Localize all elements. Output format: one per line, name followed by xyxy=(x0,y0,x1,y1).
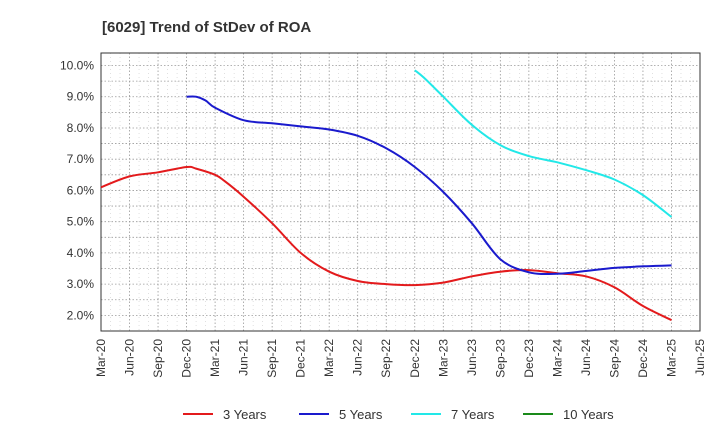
y-tick-label: 10.0% xyxy=(60,58,94,72)
y-tick-label: 3.0% xyxy=(67,277,95,291)
y-tick-label: 5.0% xyxy=(67,215,95,229)
grid xyxy=(100,53,701,331)
x-tick-label: Sep-22 xyxy=(379,339,393,378)
plot-area xyxy=(100,52,701,332)
x-tick-label: Jun-20 xyxy=(123,339,137,376)
x-tick-label: Mar-24 xyxy=(550,339,564,377)
x-tick-label: Jun-23 xyxy=(465,339,479,376)
x-tick-label: Mar-22 xyxy=(322,339,336,377)
x-tick-label: Sep-24 xyxy=(607,339,621,378)
x-tick-label: Sep-21 xyxy=(265,339,279,378)
y-tick-label: 2.0% xyxy=(67,308,95,322)
series-lines xyxy=(100,69,673,321)
x-tick-label: Mar-21 xyxy=(208,339,222,377)
y-tick-label: 8.0% xyxy=(67,121,95,135)
legend-label-3-years: 3 Years xyxy=(223,407,267,422)
x-tick-label: Dec-24 xyxy=(636,339,650,378)
legend-label-5-years: 5 Years xyxy=(339,407,383,422)
y-axis: 2.0% 3.0% 4.0% 5.0% 6.0% 7.0% 8.0% 9.0% 10.0% xyxy=(60,58,94,322)
x-tick-label: Jun-24 xyxy=(579,339,593,376)
x-tick-label: Jun-22 xyxy=(351,339,365,376)
x-tick-label: Dec-21 xyxy=(294,339,308,378)
legend-label-10-years: 10 Years xyxy=(563,407,614,422)
series-line-5-years xyxy=(186,95,672,276)
x-tick-label: Dec-22 xyxy=(408,339,422,378)
x-tick-label: Mar-20 xyxy=(94,339,108,377)
x-tick-label: Mar-25 xyxy=(664,339,678,377)
x-tick-label: Jun-25 xyxy=(693,339,707,376)
x-tick-label: Mar-23 xyxy=(436,339,450,377)
x-axis: Mar-20 Jun-20 Sep-20 Dec-20 Mar-21 Jun-21 Sep-… xyxy=(94,339,707,378)
y-tick-label: 7.0% xyxy=(67,152,95,166)
series-line-7-years xyxy=(414,69,673,218)
x-tick-label: Jun-21 xyxy=(237,339,251,376)
x-tick-label: Dec-20 xyxy=(180,339,194,378)
y-tick-label: 4.0% xyxy=(67,246,95,260)
y-tick-label: 6.0% xyxy=(67,183,95,197)
y-tick-label: 9.0% xyxy=(67,90,95,104)
chart-title: [6029] Trend of StDev of ROA xyxy=(102,19,311,36)
x-tick-label: Dec-23 xyxy=(522,339,536,378)
x-tick-label: Sep-23 xyxy=(493,339,507,378)
legend: 3 Years 5 Years 7 Years 10 Years xyxy=(183,407,614,422)
legend-label-7-years: 7 Years xyxy=(451,407,495,422)
x-tick-label: Sep-20 xyxy=(151,339,165,378)
